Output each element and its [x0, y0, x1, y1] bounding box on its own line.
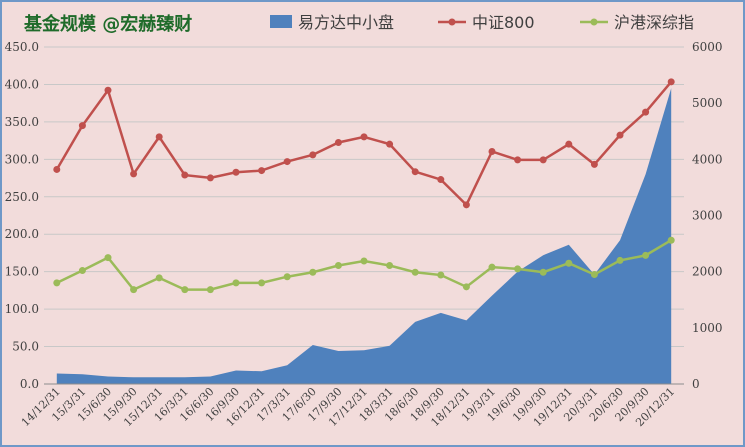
point-沪港深综指: [565, 259, 573, 267]
point-沪港深综指: [53, 279, 61, 287]
point-中证800: [437, 176, 445, 184]
left-tick-label: 400.0: [5, 77, 39, 91]
legend-label: 易方达中小盘: [298, 13, 394, 32]
point-中证800: [232, 168, 240, 176]
legend-label: 中证800: [472, 13, 535, 32]
chart-title: 基金规模 @宏赫臻财: [23, 13, 192, 35]
right-tick-label: 0: [692, 377, 700, 391]
left-tick-label: 350.0: [5, 115, 39, 129]
point-沪港深综指: [283, 273, 291, 281]
left-tick-label: 450.0: [5, 40, 39, 54]
point-沪港深综指: [411, 268, 419, 276]
left-tick-label: 100.0: [5, 302, 39, 316]
area-易方达中小盘: [56, 88, 672, 384]
point-沪港深综指: [309, 268, 317, 276]
left-tick-label: 150.0: [5, 265, 39, 279]
point-中证800: [309, 151, 317, 159]
point-中证800: [539, 156, 547, 164]
point-中证800: [130, 170, 138, 178]
legend-label: 沪港深综指: [614, 13, 694, 32]
right-tick-label: 6000: [692, 40, 723, 54]
right-tick-label: 3000: [692, 209, 723, 223]
point-沪港深综指: [462, 283, 470, 291]
point-沪港深综指: [642, 251, 650, 259]
point-中证800: [642, 108, 650, 116]
point-中证800: [462, 201, 470, 209]
point-中证800: [360, 133, 368, 141]
point-沪港深综指: [590, 270, 598, 278]
point-中证800: [590, 160, 598, 168]
line-中证800: [55, 81, 673, 207]
point-沪港深综指: [386, 261, 394, 269]
point-沪港深综指: [258, 279, 266, 287]
point-中证800: [667, 78, 675, 86]
point-中证800: [514, 156, 522, 164]
point-中证800: [181, 171, 189, 179]
left-tick-label: 300.0: [5, 152, 39, 166]
point-沪港深综指: [539, 268, 547, 276]
point-沪港深综指: [104, 254, 112, 262]
point-沪港深综指: [155, 274, 163, 282]
point-中证800: [206, 174, 214, 182]
right-tick-label: 4000: [692, 152, 723, 166]
point-沪港深综指: [232, 279, 240, 287]
left-tick-label: 200.0: [5, 227, 39, 241]
point-中证800: [386, 140, 394, 148]
point-沪港深综指: [488, 263, 496, 271]
point-沪港深综指: [437, 271, 445, 279]
point-中证800: [104, 86, 112, 94]
point-沪港深综指: [616, 256, 624, 264]
left-tick-label: 250.0: [5, 190, 39, 204]
right-tick-label: 5000: [692, 96, 723, 110]
point-中证800: [155, 133, 163, 141]
point-沪港深综指: [181, 286, 189, 294]
legend: 易方达中小盘 中证800 沪港深综指: [270, 13, 694, 32]
point-中证800: [565, 140, 573, 148]
point-中证800: [258, 167, 266, 175]
left-tick-label: 50.0: [12, 340, 39, 354]
point-沪港深综指: [334, 261, 342, 269]
point-中证800: [411, 168, 419, 176]
point-中证800: [488, 147, 496, 155]
point-沪港深综指: [130, 286, 138, 294]
left-tick-label: 0.0: [20, 377, 39, 391]
right-tick-label: 2000: [692, 265, 723, 279]
point-中证800: [78, 122, 86, 130]
point-中证800: [283, 158, 291, 166]
legend-marker: [590, 18, 598, 26]
legend-swatch: [270, 15, 292, 28]
point-沪港深综指: [360, 257, 368, 265]
point-中证800: [616, 131, 624, 139]
legend-marker: [448, 18, 456, 26]
area-series: [56, 88, 672, 384]
point-中证800: [334, 138, 342, 146]
point-沪港深综指: [667, 236, 675, 244]
point-沪港深综指: [514, 265, 522, 273]
line-series: [53, 78, 675, 294]
point-沪港深综指: [206, 286, 214, 294]
right-tick-label: 1000: [692, 321, 723, 335]
point-沪港深综指: [78, 267, 86, 275]
point-中证800: [53, 165, 61, 173]
